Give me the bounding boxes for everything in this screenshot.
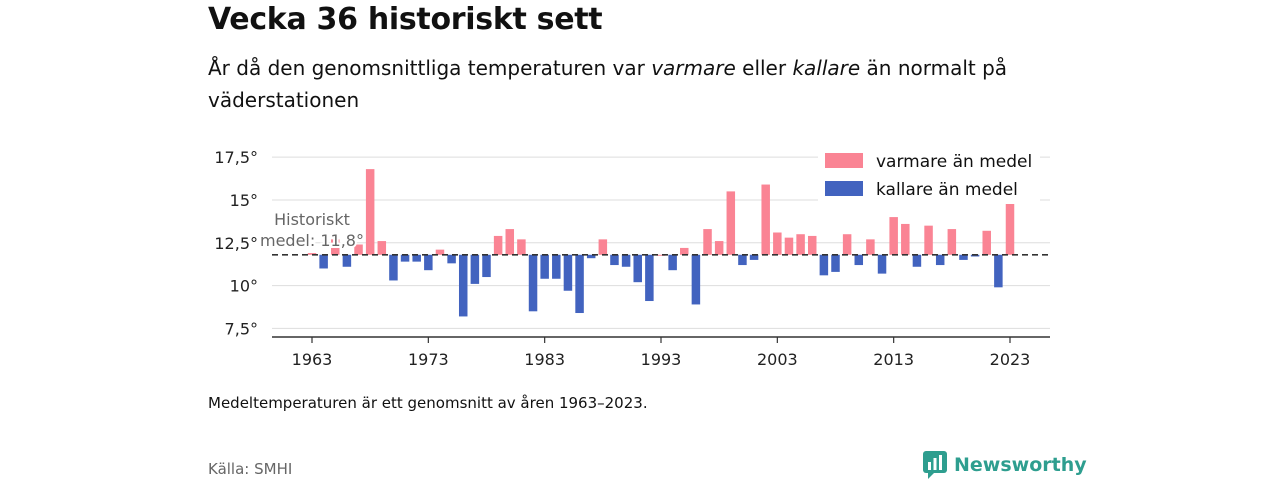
bar-cold [645, 254, 654, 302]
bar-warm [796, 234, 805, 255]
legend-swatch-warm [825, 153, 863, 168]
bar-warm [680, 247, 689, 255]
bar-warm [842, 234, 852, 255]
newsworthy-logo-icon [923, 451, 947, 479]
bar-cold [424, 254, 433, 271]
bar-cold [994, 254, 1003, 288]
bar-cold [400, 254, 410, 262]
bar-cold [540, 254, 549, 279]
legend-label-cold: kallare än medel [876, 180, 1018, 200]
bar-cold [970, 254, 980, 257]
bar-warm [714, 241, 724, 255]
subtitle-text: År då den genomsnittliga temperaturen va… [208, 56, 652, 80]
bar-warm [377, 241, 387, 255]
chart-title: Vecka 36 historiskt sett [208, 2, 603, 37]
bar-cold [854, 254, 864, 266]
bar-warm [982, 230, 991, 255]
bar-warm [365, 169, 375, 255]
bar-cold [691, 254, 701, 305]
bar-warm [726, 191, 736, 255]
x-tick-label: 2013 [873, 350, 914, 369]
legend-label-warm: varmare än medel [876, 152, 1032, 172]
bar-cold [610, 254, 619, 266]
x-tick-label: 1983 [524, 350, 565, 369]
bar-warm [1005, 191, 1015, 255]
bar-cold [586, 254, 596, 259]
subtitle-text: eller [735, 56, 793, 80]
y-tick-label: 12,5° [214, 234, 258, 253]
legend-swatch-cold [825, 181, 863, 196]
bar-cold [552, 254, 561, 279]
x-axis: 1963 1973 1983 1993 2003 2013 2023 [272, 336, 1050, 369]
bar-cold [563, 254, 573, 291]
bar-warm [807, 235, 817, 255]
bar-cold [738, 254, 747, 266]
baseline-annotation: Historiskt [274, 210, 350, 229]
footnote: Medeltemperaturen är ett genomsnitt av å… [208, 394, 648, 412]
x-tick-label: 1993 [641, 350, 682, 369]
brand-name: Newsworthy [954, 454, 1087, 476]
bar-warm [703, 229, 712, 255]
bar-warm [656, 254, 666, 256]
x-tick-label: 2003 [757, 350, 798, 369]
bar-warm [889, 217, 898, 255]
bar-warm [435, 249, 445, 255]
source-label: Källa: SMHI [208, 460, 293, 478]
bar-warm [307, 253, 317, 255]
bar-cold [935, 254, 945, 266]
bar-cold [633, 254, 642, 283]
x-tick-label: 1973 [408, 350, 449, 369]
bars [307, 169, 1015, 317]
bar-warm [505, 229, 515, 255]
bar-warm [866, 239, 875, 255]
bar-warm [761, 184, 770, 255]
bar-cold [621, 254, 631, 267]
bar-cold [389, 254, 398, 281]
bar-cold [749, 254, 759, 260]
bar-warm [493, 235, 503, 255]
bar-cold [447, 254, 456, 264]
bar-cold [831, 254, 840, 272]
y-tick-label: 7,5° [225, 319, 258, 338]
bar-cold [819, 254, 829, 276]
y-tick-label: 10° [230, 277, 258, 296]
bar-warm [598, 239, 608, 255]
bar-cold [912, 254, 922, 267]
bar-cold [482, 254, 491, 278]
bar-cold [470, 254, 480, 284]
y-tick-label: 15° [230, 191, 258, 210]
bar-chart: 7,5° 10° 12,5° 15° 17,5° Historiskt medel: 11… [214, 146, 1050, 369]
bar-cold [528, 254, 538, 312]
bar-warm [517, 239, 526, 255]
x-tick-label: 2023 [990, 350, 1031, 369]
bar-cold [458, 254, 468, 317]
bar-warm [924, 225, 933, 255]
baseline-annotation: medel: 11,8° [260, 231, 364, 250]
y-axis: 7,5° 10° 12,5° 15° 17,5° [214, 148, 258, 338]
brand-logo: Newsworthy [922, 450, 1087, 480]
subtitle-warm-word: varmare [651, 56, 736, 80]
bar-warm [947, 229, 957, 255]
x-tick-label: 1963 [292, 350, 333, 369]
bar-warm [354, 244, 363, 255]
chart-subtitle: År då den genomsnittliga temperaturen va… [208, 52, 1028, 116]
bar-cold [412, 254, 421, 262]
bar-cold [319, 254, 328, 269]
bar-warm [331, 239, 340, 255]
bar-cold [575, 254, 584, 314]
bar-warm [773, 232, 782, 255]
legend: varmare än medel kallare än medel [818, 146, 1040, 204]
bar-warm [784, 237, 794, 255]
subtitle-cold-word: kallare [792, 56, 861, 80]
bar-cold [342, 254, 352, 267]
bar-cold [668, 254, 677, 271]
y-tick-label: 17,5° [214, 148, 258, 167]
subtitle-text: än normalt på väderstationen [208, 56, 1008, 112]
bar-cold [959, 254, 968, 260]
bar-warm [901, 223, 910, 255]
baseline: Historiskt medel: 11,8° [258, 208, 1050, 256]
bar-cold [877, 254, 887, 274]
